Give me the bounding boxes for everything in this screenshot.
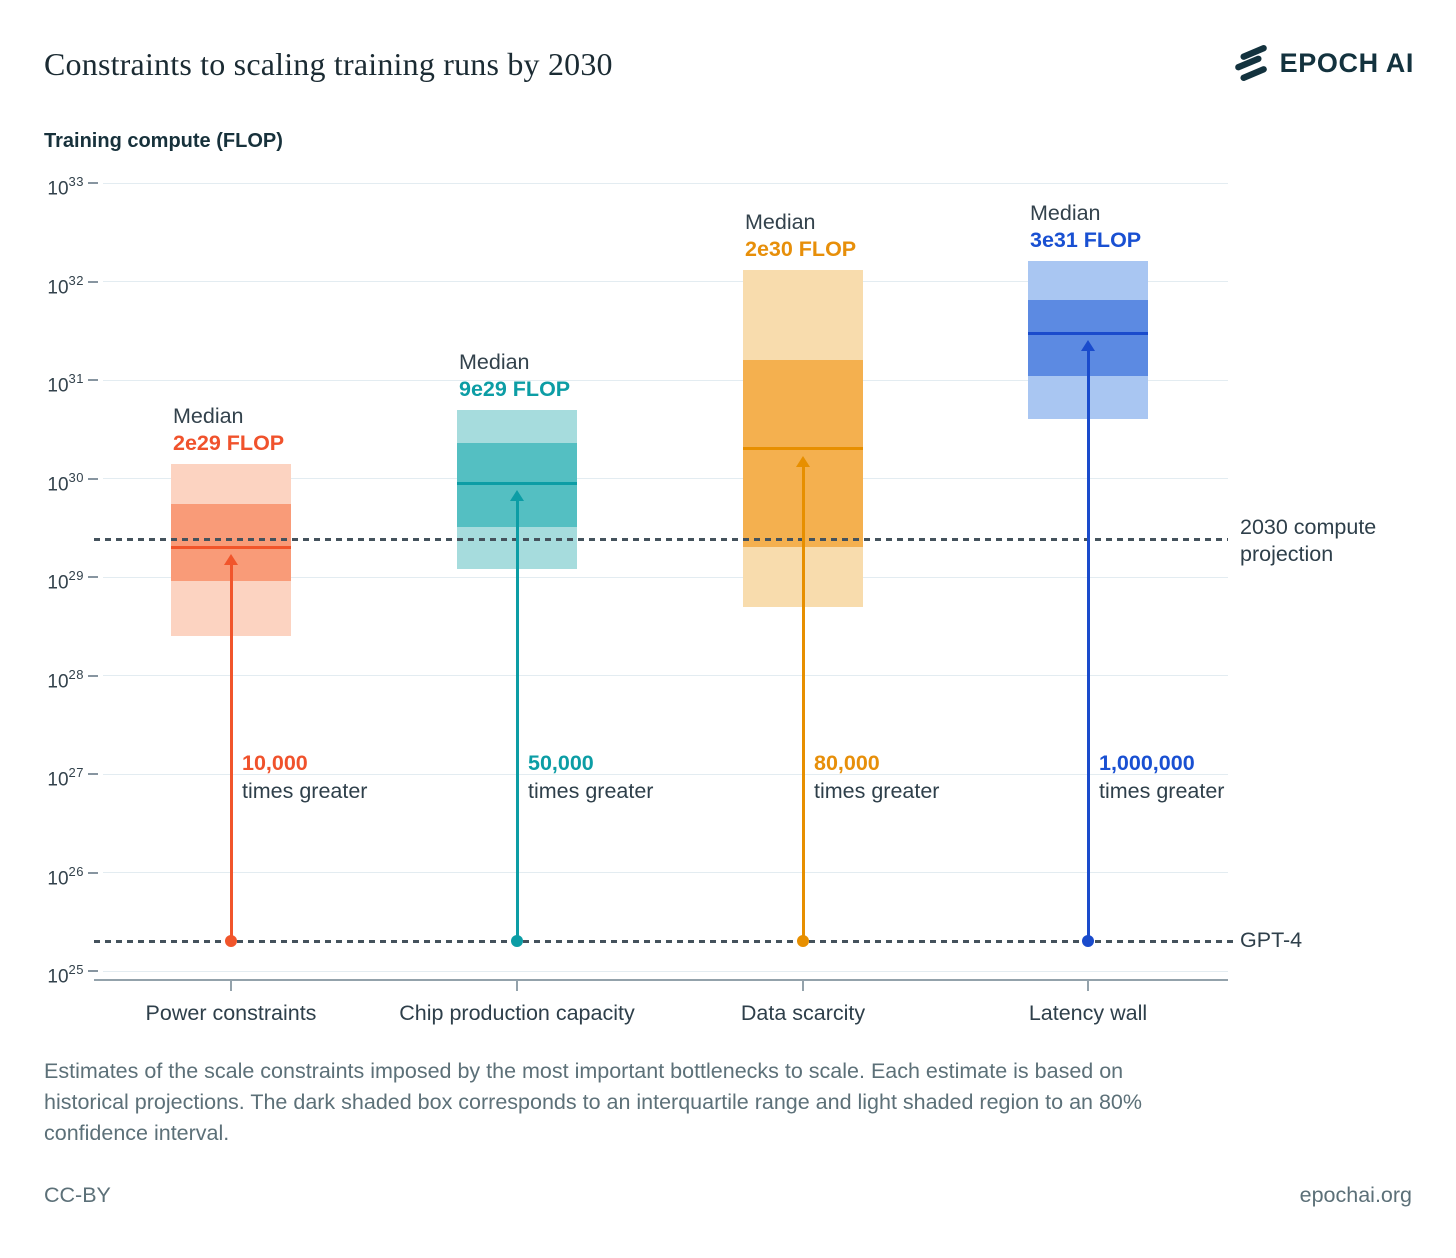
reference-line-gpt4 xyxy=(94,939,1234,943)
arrow-head xyxy=(224,554,238,566)
gridline xyxy=(103,478,1228,479)
times-greater-value: 10,000 xyxy=(242,751,308,775)
gridline xyxy=(103,675,1228,676)
median-line xyxy=(171,545,291,549)
times-greater-value: 80,000 xyxy=(814,751,880,775)
median-value: 9e29 FLOP xyxy=(459,376,571,401)
median-word: Median xyxy=(1030,201,1101,226)
arrow-head xyxy=(796,455,810,467)
chart-title: Constraints to scaling training runs by … xyxy=(44,46,613,82)
gridline xyxy=(103,379,1228,381)
times-greater-label: 10,000 times greater xyxy=(242,750,367,805)
median-label: Median 2e30 FLOP xyxy=(745,209,856,263)
arrow-line xyxy=(1086,349,1090,942)
x-tick xyxy=(1087,979,1089,991)
caption-line: confidence interval. xyxy=(44,1121,230,1145)
y-tick-label: 1027 xyxy=(47,765,84,791)
arrow-head xyxy=(1081,340,1095,351)
license-label: CC-BY xyxy=(44,1183,111,1207)
caption-line: Estimates of the scale constraints impos… xyxy=(44,1059,1124,1083)
y-tick-label: 1029 xyxy=(47,568,84,594)
y-tick-label: 1030 xyxy=(47,469,84,495)
times-greater-text: times greater xyxy=(242,778,368,803)
x-tick-label: Chip production capacity xyxy=(399,1001,635,1025)
y-tick-label: 1031 xyxy=(47,371,84,397)
median-line xyxy=(1028,331,1148,335)
median-line xyxy=(457,481,577,485)
median-word: Median xyxy=(173,404,244,429)
median-label: Median 9e29 FLOP xyxy=(459,349,570,403)
caption-line: historical projections. The dark shaded … xyxy=(44,1090,1142,1114)
y-tick-mark xyxy=(88,477,98,480)
arrow-dot xyxy=(511,935,523,948)
reference-label-2030-projection: 2030 compute projection xyxy=(1240,514,1377,566)
times-greater-label: 50,000 times greater xyxy=(528,750,653,805)
y-tick-mark xyxy=(88,182,98,184)
arrow-dot xyxy=(225,935,237,948)
y-tick-label: 1025 xyxy=(47,962,84,988)
website-link[interactable]: epochai.org xyxy=(1299,1183,1412,1207)
x-axis-line xyxy=(94,979,1228,981)
median-value: 2e30 FLOP xyxy=(745,237,857,262)
y-tick-label: 1033 xyxy=(47,174,84,200)
median-word: Median xyxy=(459,349,530,374)
gridline xyxy=(103,970,1228,972)
reference-line-2030-projection xyxy=(94,538,1228,542)
x-tick xyxy=(802,979,804,991)
times-greater-value: 50,000 xyxy=(528,751,594,775)
caption: Estimates of the scale constraints impos… xyxy=(44,1056,1434,1149)
median-label: Median 3e31 FLOP xyxy=(1030,200,1141,254)
gridline xyxy=(103,872,1228,873)
x-tick-label: Latency wall xyxy=(1028,1001,1148,1025)
x-tick xyxy=(516,979,518,991)
y-tick-mark xyxy=(88,674,98,677)
times-greater-text: times greater xyxy=(1099,778,1225,803)
epoch-ai-logo: EPOCH AI xyxy=(1232,44,1414,82)
x-tick-label: Power constraints xyxy=(145,1001,317,1025)
gridline xyxy=(103,182,1228,184)
times-greater-label: 1,000,000 times greater xyxy=(1099,750,1224,805)
gridline xyxy=(103,576,1228,578)
epoch-ai-logo-text: EPOCH AI xyxy=(1279,47,1414,78)
y-tick-label: 1028 xyxy=(47,666,84,692)
x-tick xyxy=(230,979,232,991)
gridline xyxy=(103,773,1228,775)
y-tick-label: 1032 xyxy=(47,272,84,298)
x-tick-label: Data scarcity xyxy=(740,1001,866,1025)
reference-label-gpt4: GPT-4 xyxy=(1240,928,1303,953)
median-value: 2e29 FLOP xyxy=(173,431,285,456)
y-tick-mark xyxy=(88,970,98,972)
y-tick-mark xyxy=(88,871,98,874)
y-tick-mark xyxy=(88,379,98,381)
gridline xyxy=(103,281,1228,282)
y-tick-mark xyxy=(88,773,98,775)
epoch-ai-logo-icon xyxy=(1234,45,1267,81)
median-word: Median xyxy=(745,210,816,235)
arrow-line xyxy=(515,499,519,942)
arrow-line xyxy=(229,563,233,942)
y-tick-label: 1026 xyxy=(47,863,84,889)
median-label: Median 2e29 FLOP xyxy=(173,403,284,457)
arrow-dot xyxy=(797,935,809,948)
arrow-line xyxy=(801,464,805,942)
y-axis-title: Training compute (FLOP) xyxy=(44,130,283,152)
median-line xyxy=(743,447,863,451)
times-greater-label: 80,000 times greater xyxy=(814,750,939,805)
times-greater-text: times greater xyxy=(528,778,654,803)
times-greater-text: times greater xyxy=(814,778,940,803)
y-tick-mark xyxy=(88,576,98,578)
y-tick-mark xyxy=(88,280,98,283)
arrow-head xyxy=(510,490,524,501)
arrow-dot xyxy=(1082,935,1094,948)
times-greater-value: 1,000,000 xyxy=(1099,751,1195,775)
median-value: 3e31 FLOP xyxy=(1030,228,1142,253)
